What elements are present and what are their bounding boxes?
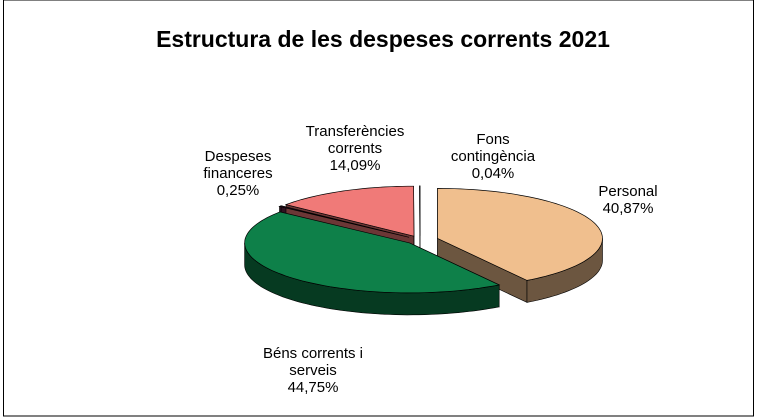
slice-label: Transferències corrents 14,09% bbox=[288, 123, 423, 174]
category-label: Béns corrents i serveis bbox=[262, 345, 364, 379]
frame bbox=[3, 0, 754, 417]
slice bbox=[284, 185, 415, 237]
slice-label: Personal 40,87% bbox=[573, 183, 683, 217]
slice bbox=[244, 211, 501, 294]
slice bbox=[278, 205, 410, 238]
slice bbox=[437, 188, 603, 281]
value-label: 0,04% bbox=[471, 165, 515, 182]
category-label: Despeses financeres bbox=[203, 148, 273, 182]
value-label: 40,87% bbox=[602, 200, 654, 217]
value-label: 44,75% bbox=[287, 379, 339, 396]
slice-label: Béns corrents i serveis 44,75% bbox=[241, 345, 386, 396]
value-label: 0,25% bbox=[216, 182, 260, 199]
category-label: Personal bbox=[598, 183, 658, 200]
slice-label: Fons contingència 0,04% bbox=[441, 131, 546, 182]
chart-title: Estructura de les despeses corrents 2021 bbox=[156, 26, 610, 52]
category-label: Transferències corrents bbox=[305, 123, 405, 157]
category-label: Fons contingència bbox=[450, 131, 536, 165]
value-label: 14,09% bbox=[329, 157, 381, 174]
slice-label: Despeses financeres 0,25% bbox=[191, 148, 286, 199]
